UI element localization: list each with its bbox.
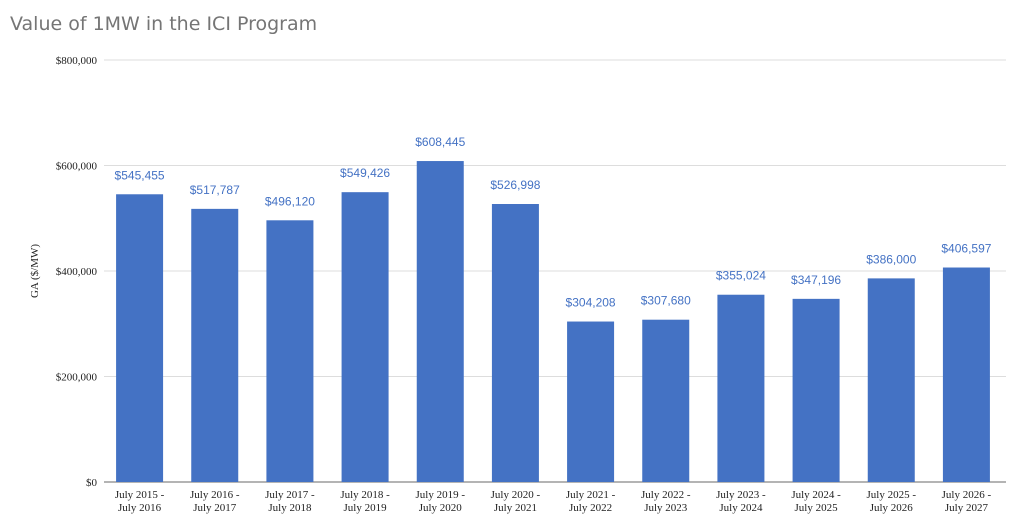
chart-title: Value of 1MW in the ICI Program — [10, 13, 317, 35]
data-label: $307,680 — [641, 294, 691, 308]
x-tick-label: July 2019 - — [416, 489, 466, 501]
data-label: $386,000 — [866, 252, 916, 266]
x-tick-label: July 2022 — [569, 502, 612, 514]
data-label: $549,426 — [340, 166, 390, 180]
bar — [867, 278, 915, 482]
data-label: $526,998 — [490, 178, 540, 192]
x-tick-label: July 2016 - — [190, 489, 240, 501]
x-tick-label: July 2022 - — [641, 489, 691, 501]
x-tick-label: July 2023 - — [716, 489, 766, 501]
x-tick-label: July 2018 — [268, 502, 312, 514]
x-tick-label: July 2025 - — [867, 489, 917, 501]
y-axis-label: GA ($/MW) — [29, 244, 41, 298]
data-label: $406,597 — [941, 242, 991, 256]
x-tick-label: July 2016 — [118, 502, 162, 514]
x-tick-label: July 2021 — [494, 502, 537, 514]
bar — [191, 208, 239, 482]
x-tick-label: July 2024 — [719, 502, 763, 514]
x-tick-label: July 2015 - — [115, 489, 165, 501]
x-tick-label: July 2017 — [193, 502, 237, 514]
x-tick-label: July 2020 - — [491, 489, 541, 501]
x-tick-label: July 2018 - — [340, 489, 390, 501]
x-tick-label: July 2026 — [870, 502, 914, 514]
y-tick-label: $600,000 — [56, 161, 98, 173]
bar — [942, 267, 990, 482]
bar — [416, 161, 464, 482]
x-tick-label: July 2026 - — [942, 489, 992, 501]
bar — [116, 194, 164, 482]
bar — [792, 298, 840, 482]
y-tick-label: $0 — [86, 477, 98, 489]
data-label: $496,120 — [265, 194, 315, 208]
y-tick-label: $800,000 — [56, 55, 98, 67]
x-tick-label: July 2019 — [344, 502, 388, 514]
x-tick-label: July 2027 — [945, 502, 989, 514]
x-tick-label: July 2017 - — [265, 489, 315, 501]
data-label: $517,787 — [190, 183, 240, 197]
bar — [341, 192, 389, 482]
bar — [266, 220, 314, 483]
data-label: $355,024 — [716, 269, 766, 283]
x-tick-label: July 2023 — [644, 502, 688, 514]
bar — [567, 321, 615, 482]
x-tick-label: July 2024 - — [791, 489, 841, 501]
data-label: $608,445 — [415, 135, 465, 149]
y-tick-label: $400,000 — [56, 266, 98, 278]
bar — [491, 204, 539, 483]
x-tick-label: July 2020 — [419, 502, 463, 514]
x-tick-label: July 2021 - — [566, 489, 616, 501]
bar — [642, 319, 690, 482]
y-tick-label: $200,000 — [56, 372, 98, 384]
data-label: $347,196 — [791, 273, 841, 287]
bar — [717, 294, 765, 482]
data-label: $304,208 — [566, 296, 616, 310]
x-tick-label: July 2025 — [795, 502, 839, 514]
data-label: $545,455 — [115, 168, 165, 182]
